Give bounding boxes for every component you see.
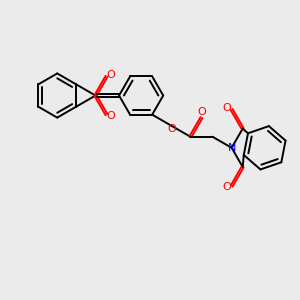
Text: O: O — [222, 182, 231, 193]
Text: O: O — [197, 107, 206, 117]
Text: O: O — [222, 103, 231, 113]
Text: O: O — [106, 70, 115, 80]
Text: O: O — [167, 124, 176, 134]
Text: O: O — [106, 111, 115, 121]
Text: N: N — [227, 143, 236, 153]
